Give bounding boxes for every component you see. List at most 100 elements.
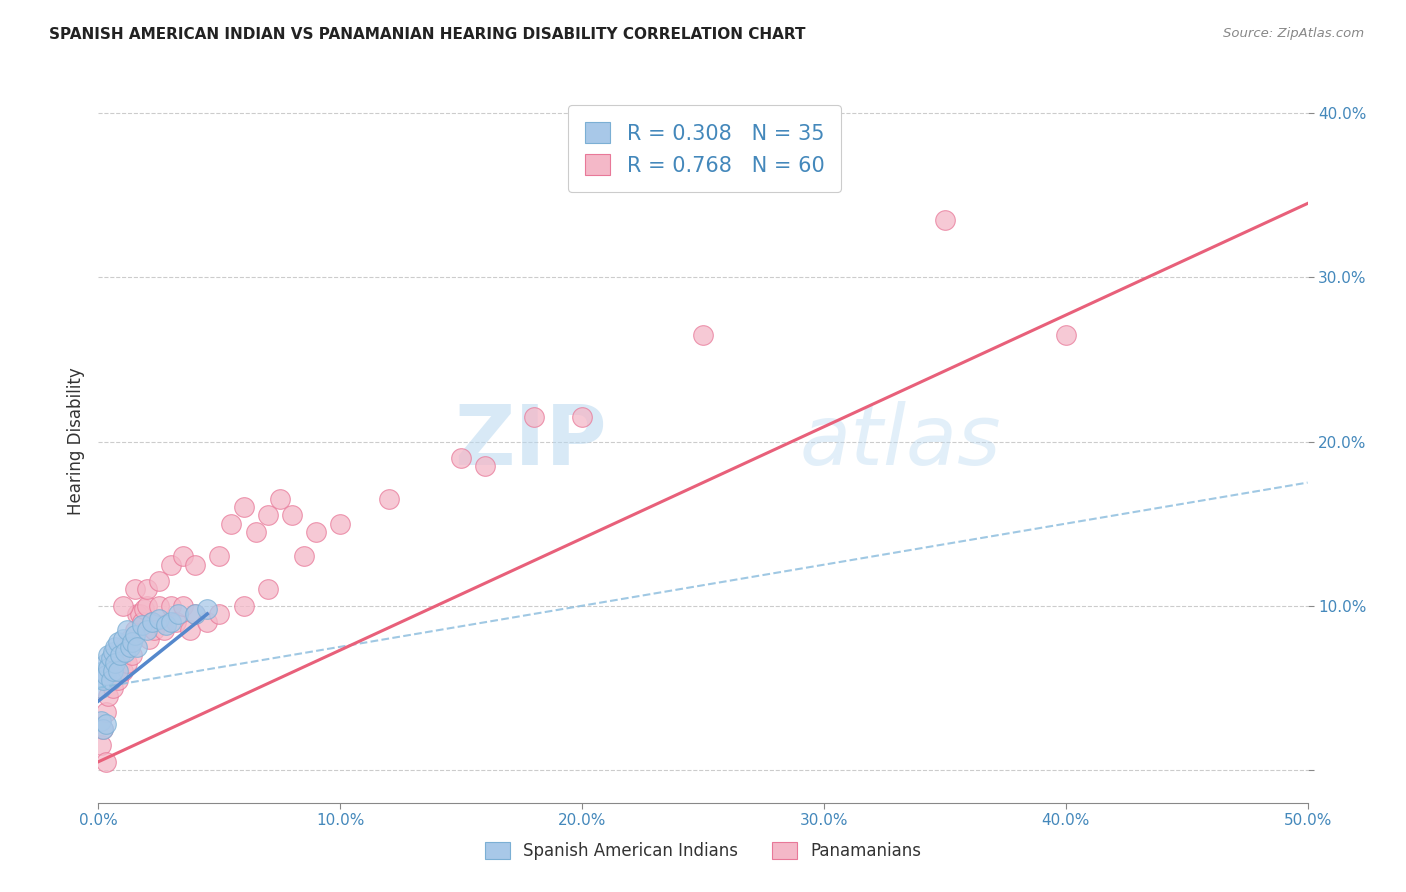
Point xyxy=(208,549,231,564)
Point xyxy=(232,500,254,515)
Point xyxy=(377,491,399,506)
Point xyxy=(152,624,174,638)
Text: ZIP: ZIP xyxy=(454,401,606,482)
Point xyxy=(118,632,141,646)
Point xyxy=(134,602,156,616)
Point xyxy=(179,624,201,638)
Point xyxy=(143,624,166,638)
Point xyxy=(269,491,291,506)
Point xyxy=(208,607,231,621)
Point xyxy=(1054,327,1077,342)
Point xyxy=(131,615,153,630)
Point xyxy=(934,212,956,227)
Point xyxy=(172,549,194,564)
Point xyxy=(256,582,278,597)
Point xyxy=(141,615,163,630)
Point xyxy=(148,574,170,588)
Point xyxy=(94,755,117,769)
Point xyxy=(155,618,177,632)
Point xyxy=(184,607,207,621)
Point xyxy=(108,648,131,662)
Point xyxy=(138,632,160,646)
Point xyxy=(91,665,114,679)
Point xyxy=(100,673,122,687)
Point xyxy=(91,722,114,736)
Point xyxy=(94,657,117,671)
Point xyxy=(90,739,112,753)
Point xyxy=(329,516,352,531)
Point xyxy=(135,582,157,597)
Point xyxy=(474,459,496,474)
Point xyxy=(117,657,139,671)
Point xyxy=(91,673,114,687)
Text: atlas: atlas xyxy=(800,401,1001,482)
Point xyxy=(97,661,120,675)
Point xyxy=(232,599,254,613)
Point xyxy=(184,558,207,572)
Point xyxy=(124,628,146,642)
Point xyxy=(571,409,593,424)
Point xyxy=(101,645,124,659)
Point xyxy=(107,673,129,687)
Point xyxy=(195,602,218,616)
Point xyxy=(692,327,714,342)
Point xyxy=(111,599,134,613)
Point xyxy=(124,582,146,597)
Point xyxy=(107,635,129,649)
Point xyxy=(450,450,472,465)
Point xyxy=(127,607,149,621)
Point xyxy=(101,665,124,679)
Point xyxy=(121,635,143,649)
Point xyxy=(124,624,146,638)
Point xyxy=(100,673,122,687)
Point xyxy=(111,632,134,646)
Point xyxy=(101,681,124,695)
Point xyxy=(91,722,114,736)
Point xyxy=(94,717,117,731)
Point xyxy=(523,409,546,424)
Point xyxy=(111,665,134,679)
Point xyxy=(94,706,117,720)
Point xyxy=(148,599,170,613)
Point xyxy=(114,645,136,659)
Point xyxy=(90,714,112,728)
Text: Source: ZipAtlas.com: Source: ZipAtlas.com xyxy=(1223,27,1364,40)
Point xyxy=(245,524,267,539)
Point xyxy=(160,599,183,613)
Point xyxy=(117,624,139,638)
Point xyxy=(90,681,112,695)
Point xyxy=(104,640,127,654)
Point xyxy=(167,607,190,621)
Point xyxy=(160,615,183,630)
Point xyxy=(141,615,163,630)
Point xyxy=(281,508,304,523)
Point xyxy=(160,558,183,572)
Point xyxy=(128,607,150,621)
Y-axis label: Hearing Disability: Hearing Disability xyxy=(66,368,84,516)
Point xyxy=(256,508,278,523)
Point xyxy=(97,689,120,703)
Point xyxy=(292,549,315,564)
Point xyxy=(104,665,127,679)
Point xyxy=(221,516,243,531)
Point xyxy=(104,657,127,671)
Point xyxy=(165,615,187,630)
Point xyxy=(135,599,157,613)
Point xyxy=(184,607,207,621)
Point xyxy=(131,618,153,632)
Point xyxy=(195,615,218,630)
Point xyxy=(108,657,131,671)
Point xyxy=(172,599,194,613)
Point xyxy=(97,648,120,662)
Text: SPANISH AMERICAN INDIAN VS PANAMANIAN HEARING DISABILITY CORRELATION CHART: SPANISH AMERICAN INDIAN VS PANAMANIAN HE… xyxy=(49,27,806,42)
Point xyxy=(100,651,122,665)
Point xyxy=(107,665,129,679)
Point xyxy=(121,648,143,662)
Point xyxy=(305,524,328,539)
Point xyxy=(127,640,149,654)
Legend: Spanish American Indians, Panamanians: Spanish American Indians, Panamanians xyxy=(478,835,928,867)
Point xyxy=(148,612,170,626)
Point xyxy=(114,640,136,654)
Point xyxy=(118,640,141,654)
Point xyxy=(94,667,117,681)
